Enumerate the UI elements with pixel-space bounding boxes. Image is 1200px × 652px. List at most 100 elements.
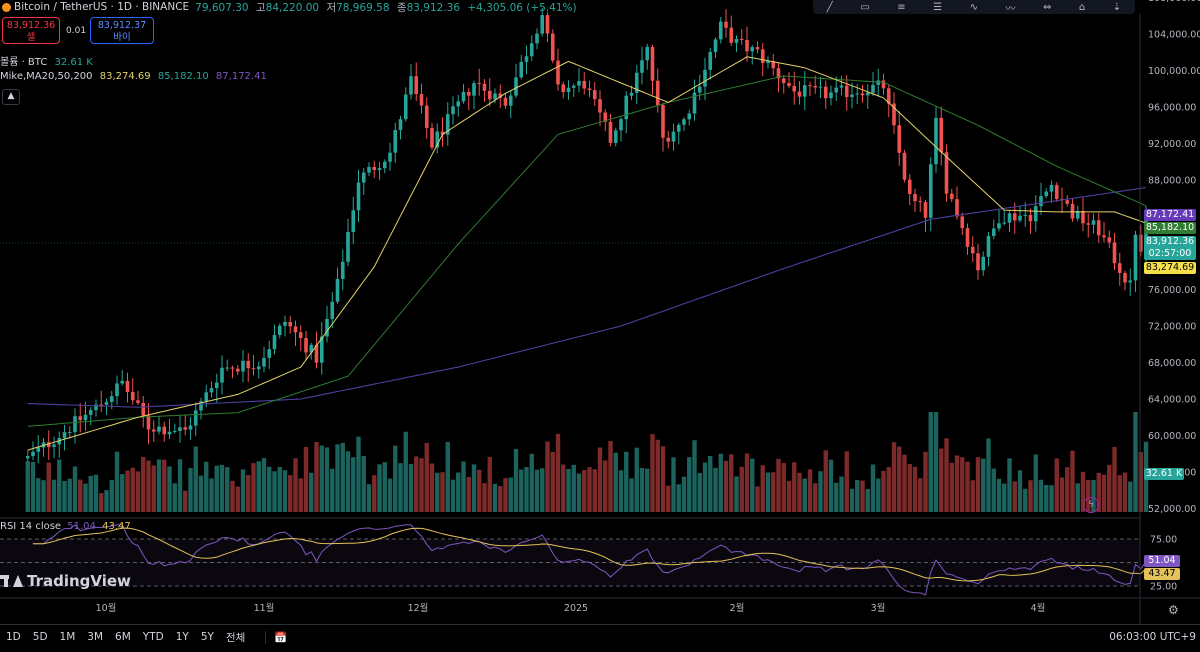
candle bbox=[724, 21, 728, 28]
timeframe-6m[interactable]: 6M bbox=[115, 631, 131, 643]
spread-value: 0.01 bbox=[66, 26, 87, 36]
ma20-legend-value: 83,274.69 bbox=[99, 71, 151, 82]
candle bbox=[1112, 242, 1117, 264]
low-value: 78,969.58 bbox=[336, 1, 390, 14]
candle bbox=[104, 401, 109, 405]
sell-button[interactable]: 83,912.36 셀 bbox=[2, 17, 60, 44]
candle bbox=[31, 451, 35, 457]
line-tool-icon[interactable]: ╱ bbox=[826, 1, 833, 13]
candle bbox=[214, 382, 219, 389]
range-icon[interactable]: ⇔ bbox=[1042, 1, 1052, 13]
wave-icon[interactable]: 〰 bbox=[1005, 3, 1016, 15]
timeframe-5y[interactable]: 5Y bbox=[200, 631, 214, 643]
candle bbox=[629, 92, 634, 96]
frame-icon[interactable]: ⌂ bbox=[1078, 1, 1086, 13]
candle bbox=[1138, 234, 1143, 252]
gear-icon[interactable]: ⚙ bbox=[1168, 603, 1179, 617]
volume-bar bbox=[865, 488, 870, 512]
volume-bar bbox=[576, 473, 582, 512]
wave-icon[interactable]: ∿ bbox=[969, 1, 978, 13]
volume-bar bbox=[246, 475, 251, 512]
candle bbox=[986, 235, 991, 257]
volume-bar bbox=[918, 478, 923, 512]
candle bbox=[855, 93, 860, 95]
volume-bar bbox=[130, 467, 135, 512]
candle bbox=[99, 404, 104, 406]
volume-bar bbox=[1017, 470, 1023, 512]
candle bbox=[377, 168, 382, 171]
volume-legend[interactable]: 볼륨 · BTC 32.61 K bbox=[0, 53, 93, 68]
timeframe-5d[interactable]: 5D bbox=[32, 631, 48, 643]
volume-bar bbox=[172, 483, 177, 512]
symbol-title[interactable]: Bitcoin / TetherUS · 1D · BINANCE bbox=[0, 1, 189, 13]
volume-bar bbox=[1107, 464, 1112, 512]
volume-bar bbox=[30, 461, 36, 512]
candle bbox=[771, 61, 776, 69]
volume-bar bbox=[482, 483, 487, 512]
timeframe-ytd[interactable]: YTD bbox=[142, 631, 164, 643]
volume-bar bbox=[414, 456, 419, 512]
candle bbox=[613, 130, 618, 143]
ma-legend[interactable]: Mike,MA20,50,200 83,274.69 85,182.10 87,… bbox=[0, 71, 267, 82]
candle bbox=[976, 253, 980, 271]
volume-bar bbox=[876, 478, 881, 512]
collapse-legend-button[interactable]: ▲ bbox=[2, 89, 20, 105]
candle bbox=[256, 366, 261, 370]
candle bbox=[750, 47, 755, 52]
volume-bar bbox=[624, 451, 629, 512]
list-icon[interactable]: ≡ bbox=[897, 1, 906, 13]
candle bbox=[508, 95, 513, 106]
candle bbox=[283, 321, 287, 326]
volume-bar bbox=[676, 484, 681, 512]
volume-bar bbox=[729, 454, 734, 512]
rsi-legend[interactable]: RSI 14 close 51.04 43.47 bbox=[0, 521, 131, 532]
bars-icon[interactable]: ▭ bbox=[860, 1, 870, 13]
candle bbox=[713, 39, 718, 53]
timeframe-1y[interactable]: 1Y bbox=[175, 631, 189, 643]
arrow-icon[interactable]: ⇣ bbox=[1112, 1, 1122, 13]
volume-bar bbox=[198, 475, 204, 512]
symbol-header: Bitcoin / TetherUS · 1D · BINANCE 79,607… bbox=[0, 0, 577, 14]
tradingview-logo[interactable]: TradingView bbox=[0, 572, 131, 590]
volume-bar bbox=[597, 447, 603, 512]
volume-bar bbox=[1028, 480, 1033, 512]
clock[interactable]: 06:03:00 UTC+9 bbox=[1109, 631, 1196, 643]
candle bbox=[834, 87, 839, 93]
ma20-line bbox=[27, 56, 1147, 451]
buy-button[interactable]: 83,912.37 바이 bbox=[90, 17, 154, 44]
volume-tag: 32.61 K bbox=[1144, 468, 1184, 480]
candle bbox=[734, 38, 739, 43]
candle bbox=[808, 85, 812, 87]
date-range-icon[interactable]: 📅 bbox=[265, 630, 287, 644]
candle bbox=[456, 101, 461, 107]
volume-bar bbox=[466, 476, 471, 512]
candle bbox=[792, 86, 797, 92]
candle bbox=[94, 404, 98, 411]
alert-bolt-icon[interactable]: ϟ bbox=[1083, 497, 1099, 513]
ohlc-readout: 79,607.30 고84,220.00 저78,969.58 종83,912.… bbox=[195, 0, 576, 15]
list-icon[interactable]: ☰ bbox=[933, 1, 943, 13]
rsi-ma-tag: 43.47 bbox=[1144, 568, 1180, 580]
candle bbox=[298, 332, 303, 339]
volume-bar bbox=[492, 483, 498, 512]
candle bbox=[592, 90, 597, 100]
timeframe-1m[interactable]: 1M bbox=[59, 631, 76, 643]
volume-bar bbox=[844, 451, 849, 512]
candle bbox=[766, 61, 770, 64]
candle bbox=[776, 68, 781, 79]
volume-bar bbox=[571, 464, 576, 512]
timeframe-3m[interactable]: 3M bbox=[87, 631, 104, 643]
volume-bar bbox=[960, 457, 965, 512]
volume-bar bbox=[435, 472, 440, 512]
volume-bar bbox=[398, 463, 403, 512]
volume-bar bbox=[471, 464, 477, 512]
timeframe-1d[interactable]: 1D bbox=[6, 631, 21, 643]
candle bbox=[524, 56, 529, 62]
timeframe-all[interactable]: 전체 bbox=[225, 631, 246, 644]
candle bbox=[330, 301, 335, 319]
volume-bar bbox=[1059, 477, 1065, 512]
candle bbox=[325, 318, 329, 337]
volume-bar bbox=[776, 458, 781, 512]
